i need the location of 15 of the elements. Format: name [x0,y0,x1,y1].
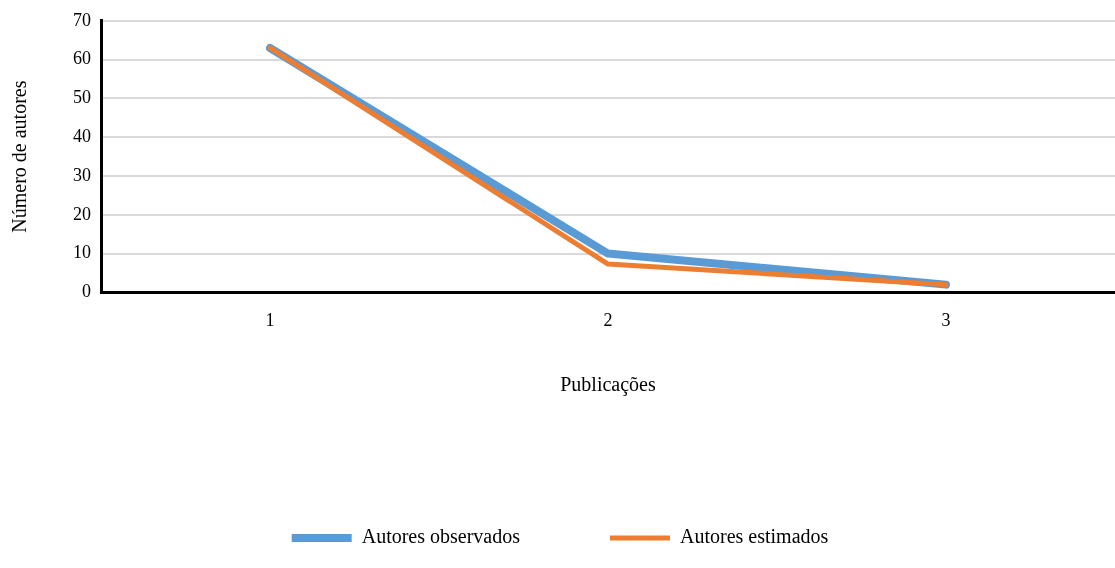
legend-label: Autores estimados [680,525,829,548]
x-axis-title: Publicações [560,373,656,397]
x-tick-label: 2 [603,309,613,330]
y-tick-label: 40 [73,125,91,146]
x-tick-label: 1 [265,309,275,330]
y-tick-label: 10 [73,242,91,263]
y-tick-label: 60 [73,48,91,69]
y-tick-label: 70 [73,9,91,30]
y-tick-label: 50 [73,87,91,108]
y-tick-label: 30 [73,164,91,185]
legend-label: Autores observados [361,525,521,548]
y-tick-label: 20 [73,203,91,224]
x-tick-label: 3 [941,309,951,330]
y-tick-label: 0 [82,281,91,302]
y-axis-title: Número de autores [8,80,31,233]
